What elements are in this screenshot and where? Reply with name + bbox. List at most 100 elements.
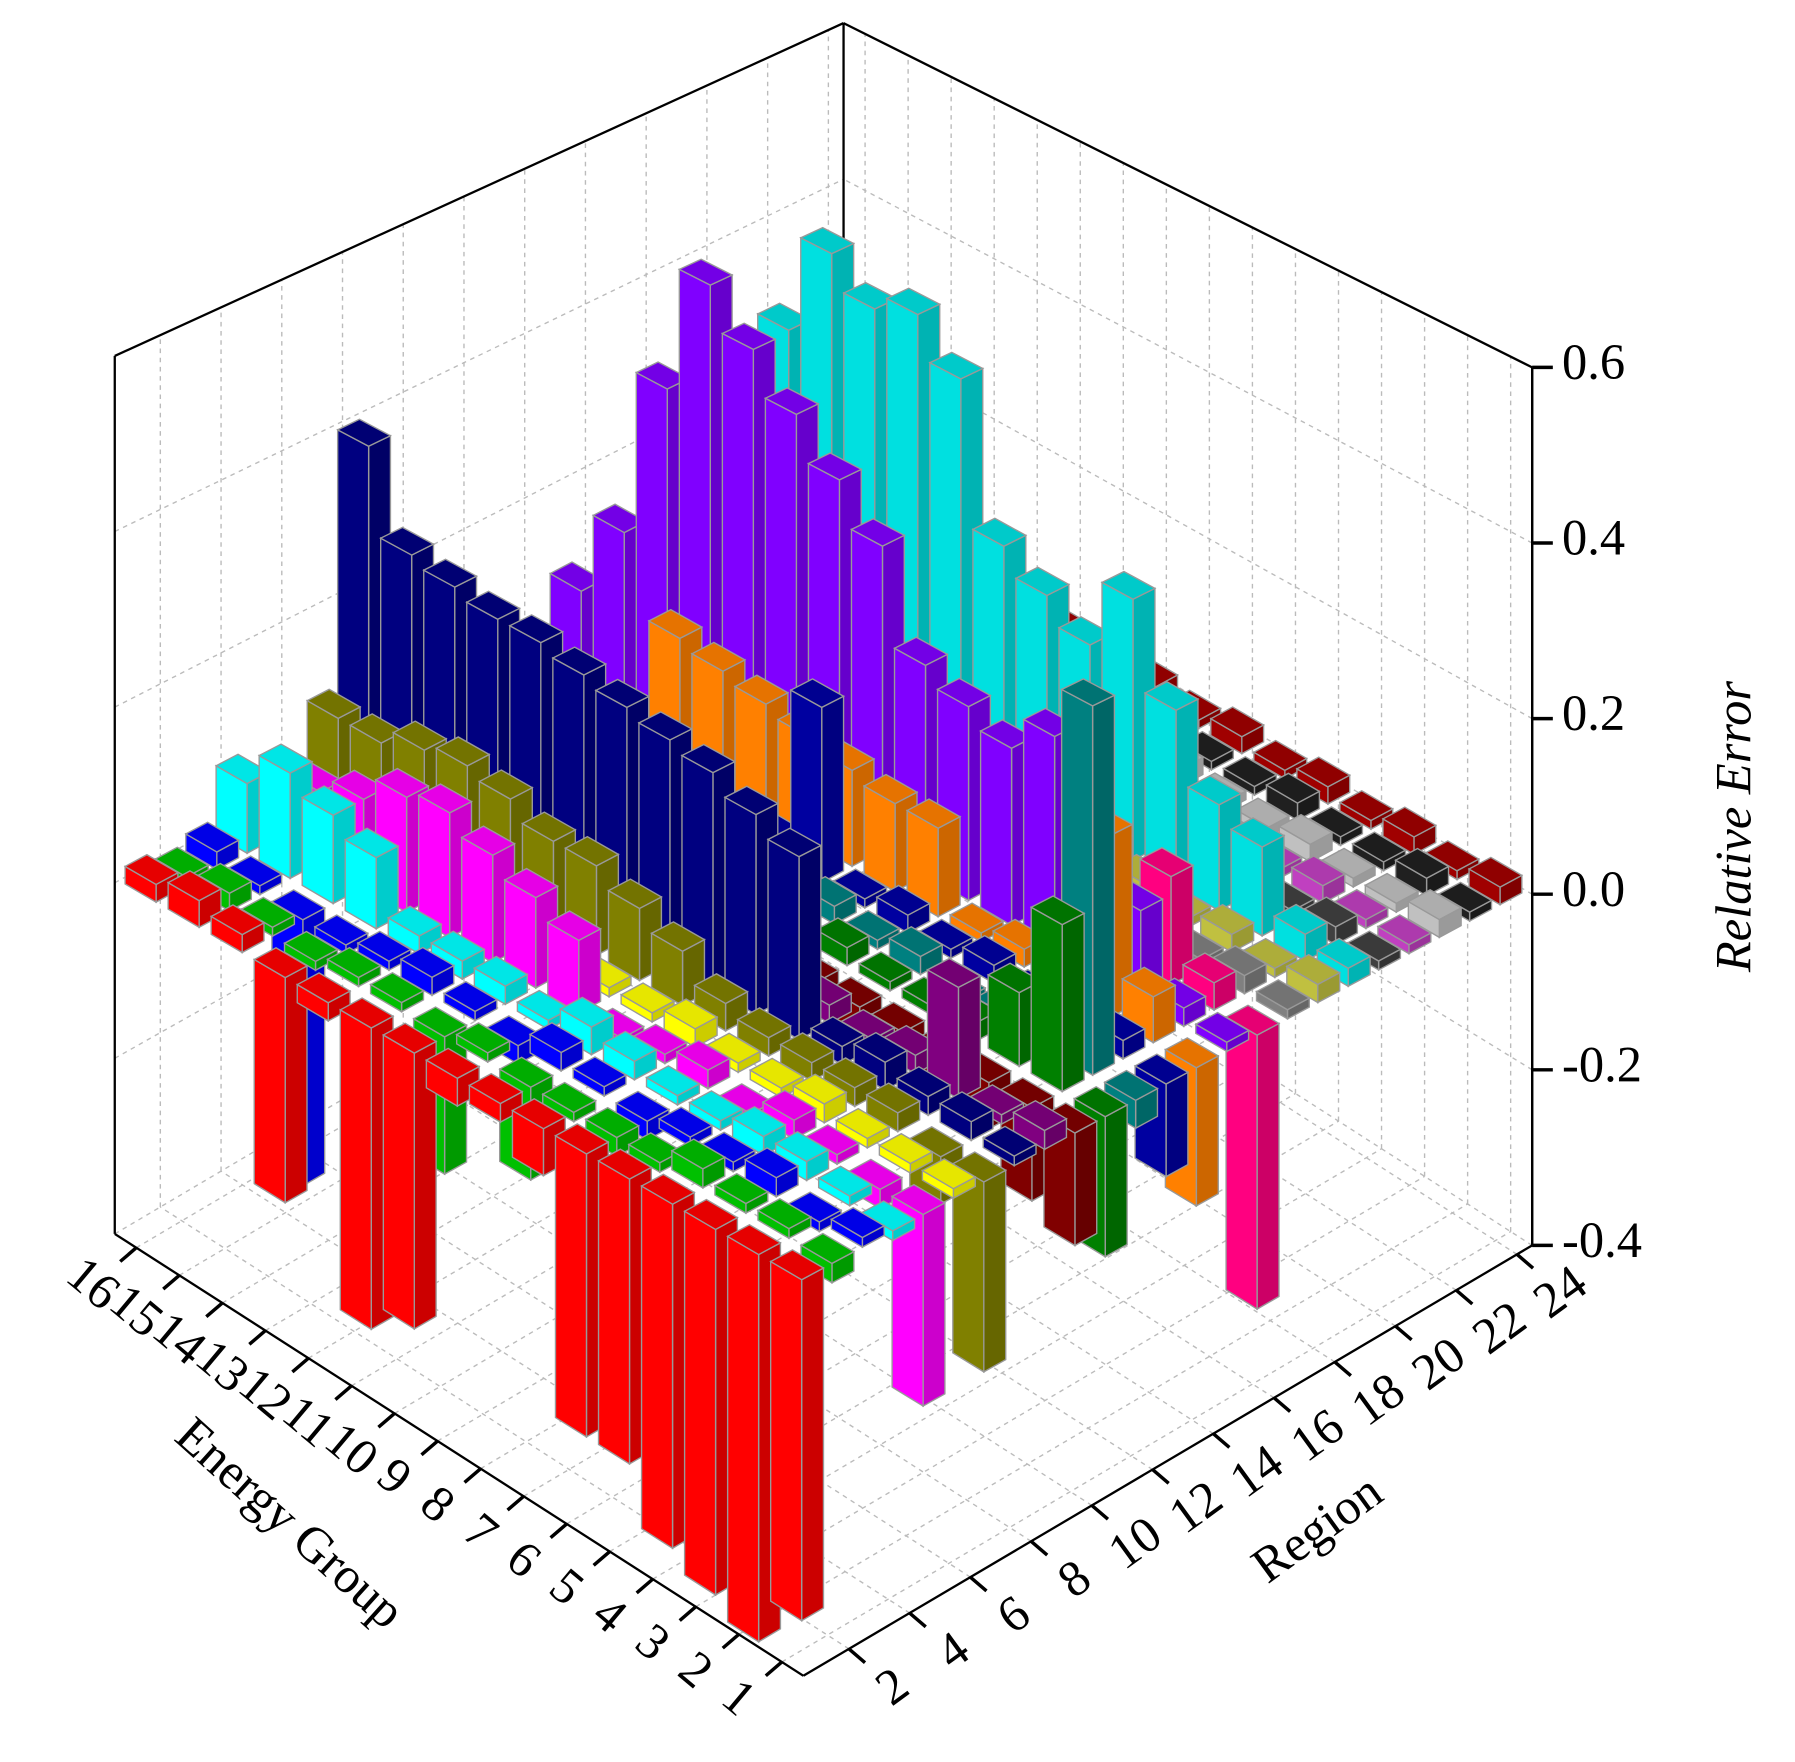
bar-top [961,934,1018,967]
y-tick-label: 2 [865,1656,918,1716]
bar-top [1120,966,1177,998]
bar [503,867,559,990]
bar-face [863,784,896,893]
bar [1186,774,1243,912]
bar-top [791,1073,848,1105]
bar-top [1265,772,1321,804]
bar-top [865,1082,922,1114]
bar [455,1022,511,1064]
bar-top [369,972,425,1004]
x-tick-label: 3 [626,1612,681,1671]
bar-top [584,1106,641,1139]
bar-top [343,827,400,859]
y-tick [1333,1360,1352,1378]
bar-top [429,930,486,962]
bar [1029,895,1086,1093]
y-tick-label: 16 [1280,1397,1354,1472]
x-tick-label: 6 [497,1529,552,1588]
bar [926,957,982,1101]
bar-top [640,1173,696,1205]
x-tick [721,1633,740,1650]
y-tick [1515,1253,1535,1270]
bar [769,1249,825,1622]
bar-top [1209,706,1266,738]
x-tick [420,1439,439,1457]
bar [1265,772,1321,822]
bar [888,926,944,976]
bar-top [1029,895,1086,926]
bar-top [647,608,704,640]
bar-top [1290,855,1347,887]
bar [1320,847,1377,889]
y-tick-label: 6 [986,1584,1039,1644]
bar-face [339,1008,372,1331]
bar [817,1165,873,1207]
x-tick-label: 8 [410,1474,465,1533]
bar-top [733,674,790,705]
bar-top [1363,872,1420,905]
bar [693,973,749,1033]
x-tick [119,1246,138,1263]
bar-face [922,1201,946,1408]
bar-top [645,1065,701,1097]
bar-top [920,1158,977,1190]
z-axis-title: Relative Error [1705,681,1761,974]
bar-top [743,1147,800,1179]
bar-top [1394,847,1450,880]
bar [951,1151,1008,1374]
bar-top [1467,856,1524,888]
bar [905,798,962,918]
bar-top [1163,1037,1220,1069]
grid-line [114,646,844,1059]
bar-top [313,914,370,946]
y-tick [1455,1288,1474,1306]
bar-top [890,1183,947,1216]
bar-top [936,677,992,708]
y-tick-label: 20 [1401,1326,1475,1401]
bar-top [809,1015,866,1048]
bar-top [546,910,603,942]
bar [326,946,382,988]
bar [343,827,400,930]
box-edge [114,22,845,357]
x-tick [162,1274,181,1291]
grid-line [781,1230,1512,1663]
bar-top [1060,678,1116,707]
x-tick [291,1356,310,1374]
bar [981,1125,1038,1167]
bar [731,1105,787,1157]
bar [1181,952,1238,1012]
bar [1252,739,1309,781]
bar-top [690,641,747,672]
grid-line [114,178,844,533]
bar [920,1158,977,1200]
x-tick [549,1522,568,1539]
bar-top [893,636,949,667]
bar-top [594,678,651,709]
bar-top [789,678,846,709]
y-tick [847,1647,867,1664]
bar-top [422,558,479,588]
bar-top [675,1039,732,1071]
bar-top [680,743,737,774]
bar-top [736,1007,792,1039]
grid-line [220,1170,911,1614]
bar [688,1090,744,1132]
bar-top [1186,774,1243,806]
bar-top [252,947,309,979]
bar [938,1091,995,1142]
bar-top [799,226,856,255]
bar-top [885,287,942,316]
bar-top [434,736,491,767]
grid-line [706,883,1396,1327]
bar-top [849,518,906,547]
bar-top [1014,566,1071,597]
bar-top [763,387,820,416]
bar [209,904,266,954]
bar-face [640,1184,674,1550]
bar [1381,806,1438,856]
bar-top [693,973,749,1005]
bar [875,884,932,935]
bar-top [713,1172,770,1205]
bar [670,1138,727,1190]
